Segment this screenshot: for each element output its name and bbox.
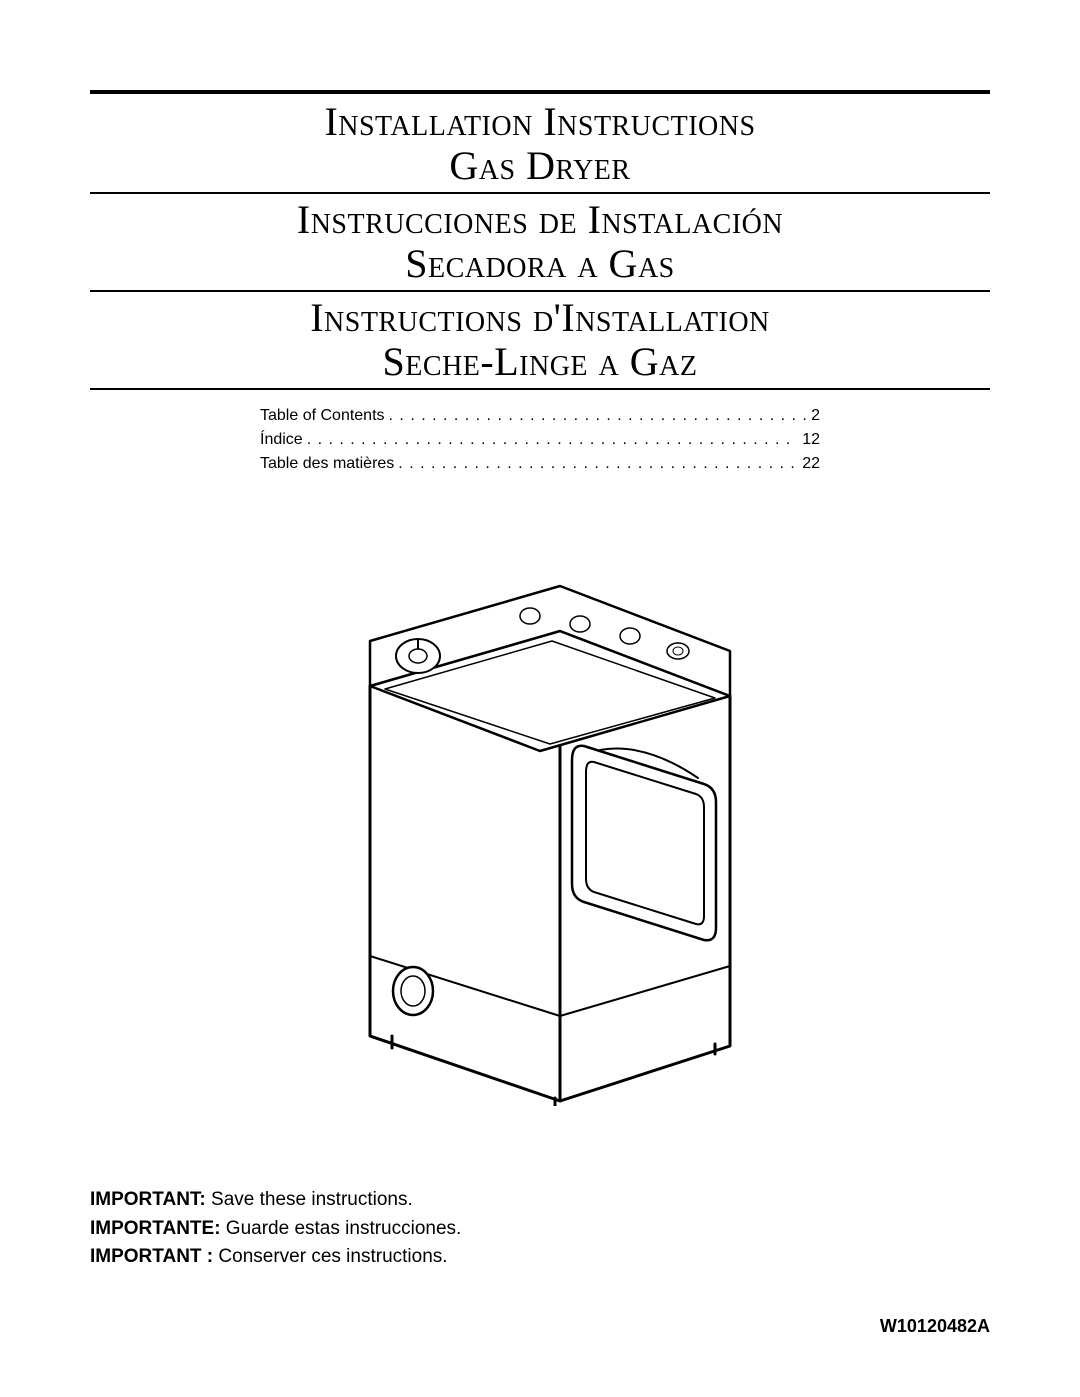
note-es: IMPORTANTE: Guarde estas instrucciones. xyxy=(90,1215,990,1244)
toc-row: Table des matières 22 xyxy=(260,452,820,476)
rule-divider-3 xyxy=(90,388,990,390)
toc-row: Índice 12 xyxy=(260,428,820,452)
title-french: Instructions d'Installation Seche-Linge … xyxy=(90,296,990,384)
rule-top xyxy=(90,90,990,94)
toc-row: Table of Contents 2 xyxy=(260,404,820,428)
title-spanish: Instrucciones de Instalación Secadora a … xyxy=(90,198,990,286)
title-es-line2: Secadora a Gas xyxy=(90,242,990,286)
title-en-line1: Installation Instructions xyxy=(90,100,990,144)
toc-page: 2 xyxy=(811,404,820,428)
note-en-bold: IMPORTANT: xyxy=(90,1189,206,1210)
note-fr-bold: IMPORTANT : xyxy=(90,1246,213,1267)
title-english: Installation Instructions Gas Dryer xyxy=(90,100,990,188)
note-en-text: Save these instructions. xyxy=(206,1189,413,1210)
rule-divider-2 xyxy=(90,290,990,292)
toc-label: Table of Contents xyxy=(260,404,385,428)
title-es-line1: Instrucciones de Instalación xyxy=(90,198,990,242)
dryer-illustration xyxy=(300,546,780,1106)
table-of-contents: Table of Contents 2 Índice 12 Table des … xyxy=(260,404,820,476)
note-es-text: Guarde estas instrucciones. xyxy=(221,1218,462,1239)
title-fr-line2: Seche-Linge a Gaz xyxy=(90,340,990,384)
note-es-bold: IMPORTANTE: xyxy=(90,1218,221,1239)
toc-leader-dots xyxy=(398,452,798,476)
title-fr-line1: Instructions d'Installation xyxy=(90,296,990,340)
toc-label: Índice xyxy=(260,428,303,452)
document-number: W10120482A xyxy=(880,1316,990,1337)
toc-page: 12 xyxy=(802,428,820,452)
toc-label: Table des matières xyxy=(260,452,394,476)
rule-divider-1 xyxy=(90,192,990,194)
toc-leader-dots xyxy=(307,428,799,452)
note-fr: IMPORTANT : Conserver ces instructions. xyxy=(90,1243,990,1272)
note-en: IMPORTANT: Save these instructions. xyxy=(90,1186,990,1215)
important-notes: IMPORTANT: Save these instructions. IMPO… xyxy=(90,1186,990,1272)
note-fr-text: Conserver ces instructions. xyxy=(213,1246,447,1267)
title-en-line2: Gas Dryer xyxy=(90,144,990,188)
toc-leader-dots xyxy=(389,404,808,428)
toc-page: 22 xyxy=(802,452,820,476)
